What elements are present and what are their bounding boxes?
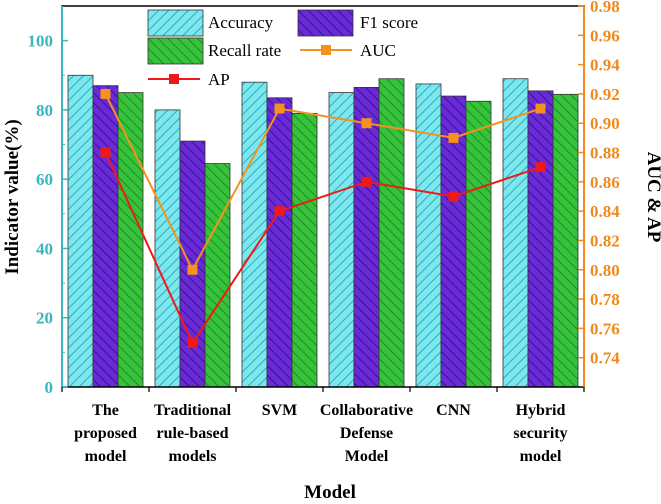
bar-accuracy-0: [67, 74, 94, 388]
point-ap-5: [535, 162, 546, 173]
right-tick-label: 0.92: [590, 85, 620, 104]
legend-label-auc: AUC: [360, 41, 396, 60]
category-label: Hybrid security model: [513, 402, 567, 465]
left-tick-label: 40: [36, 239, 53, 258]
legend: Accuracy F1 score Recall rate AUC AP: [147, 9, 418, 89]
legend-swatch-recall: [147, 37, 204, 65]
bar-recall-rate-5: [552, 93, 579, 388]
right-tick-label: 0.96: [590, 26, 620, 45]
bar-recall-rate-3: [378, 78, 405, 388]
bar-accuracy-3: [328, 92, 355, 388]
left-tick-label: 20: [36, 309, 53, 328]
point-ap-4: [448, 191, 459, 202]
bar-recall-rate-1: [204, 163, 231, 388]
category-label: Collaborative Defense Model: [320, 402, 413, 465]
bar-f1-score-2: [266, 97, 293, 388]
right-tick-label: 0.78: [590, 290, 620, 309]
point-auc-0: [100, 88, 111, 99]
point-ap-3: [361, 176, 372, 187]
bar-accuracy-2: [241, 81, 268, 388]
point-auc-4: [448, 132, 459, 143]
left-tick-label: 100: [28, 32, 54, 51]
point-ap-1: [187, 338, 198, 349]
legend-marker-auc: [321, 45, 331, 55]
legend-label-ap: AP: [208, 70, 230, 89]
category-label: The proposed model: [74, 402, 137, 465]
legend-swatch-f1: [297, 9, 354, 37]
right-tick-label: 0.88: [590, 144, 620, 163]
point-ap-0: [100, 147, 111, 158]
left-tick-label: 60: [36, 170, 53, 189]
bar-f1-score-3: [353, 86, 380, 388]
y2-axis-title: AUC & AP: [643, 152, 661, 243]
right-tick-label: 0.98: [590, 0, 620, 16]
bar-accuracy-5: [502, 78, 529, 388]
point-auc-1: [187, 264, 198, 275]
right-tick-label: 0.90: [590, 114, 620, 133]
legend-marker-ap: [169, 74, 179, 84]
line-auc: [104, 93, 541, 272]
point-auc-5: [535, 103, 546, 114]
point-ap-2: [274, 206, 285, 217]
right-tick-label: 0.74: [590, 349, 620, 368]
legend-label-f1: F1 score: [360, 13, 418, 32]
bar-recall-rate-0: [117, 92, 144, 388]
right-tick-label: 0.80: [590, 261, 620, 280]
right-tick-label: 0.82: [590, 231, 620, 250]
bar-accuracy-4: [415, 83, 442, 388]
bar-accuracy-1: [154, 109, 181, 388]
bar-group: [67, 74, 579, 388]
bar-recall-rate-4: [465, 100, 492, 388]
bar-f1-score-5: [527, 90, 554, 388]
x-axis: The proposed model Traditional rule-based mod…: [61, 387, 585, 465]
point-auc-3: [361, 118, 372, 129]
left-tick-label: 80: [36, 101, 53, 120]
legend-label-accuracy: Accuracy: [208, 13, 274, 32]
right-tick-label: 0.86: [590, 173, 620, 192]
category-label: CNN: [436, 402, 471, 419]
bar-f1-score-0: [92, 85, 119, 388]
y-axis-title: Indicator value(%): [2, 119, 23, 274]
point-auc-2: [274, 103, 285, 114]
line-ap: [104, 152, 541, 346]
legend-label-recall: Recall rate: [208, 41, 281, 60]
left-axis: 0 20 40 60 80 100: [28, 6, 68, 397]
right-tick-label: 0.94: [590, 56, 620, 75]
right-tick-label: 0.76: [590, 319, 620, 338]
right-axis: 0.74 0.76 0.78 0.80 0.82 0.84 0.86 0.88 0.90 0.92…: [578, 0, 620, 387]
bar-recall-rate-2: [291, 112, 318, 388]
right-tick-label: 0.84: [590, 202, 620, 221]
left-tick-label: 0: [45, 378, 54, 397]
category-label: SVM: [262, 402, 298, 419]
line-group: [100, 88, 546, 349]
bar-f1-score-1: [179, 140, 206, 388]
category-label: Traditional rule-based models: [154, 402, 232, 465]
x-axis-title: Model: [304, 482, 356, 503]
legend-swatch-accuracy: [147, 9, 204, 37]
